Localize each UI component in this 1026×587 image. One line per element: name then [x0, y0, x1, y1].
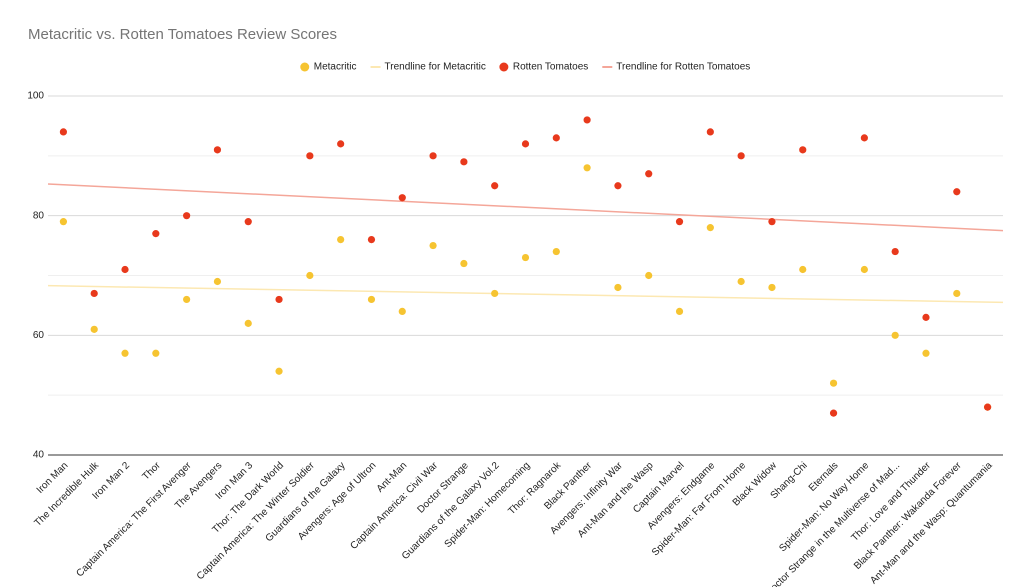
- data-point: [706, 224, 714, 232]
- data-point: [59, 218, 68, 226]
- data-point: [768, 218, 776, 226]
- data-point: [429, 152, 437, 160]
- data-point: [367, 236, 376, 244]
- legend-label: Trendline for Rotten Tomatoes: [616, 62, 750, 73]
- chart-title: Metacritic vs. Rotten Tomatoes Review Sc…: [28, 26, 337, 43]
- data-point: [121, 265, 129, 274]
- data-point: [768, 283, 776, 292]
- data-point: [183, 212, 191, 220]
- data-point: [460, 158, 468, 166]
- y-tick-label: 40: [33, 450, 45, 461]
- data-point: [829, 379, 838, 387]
- data-point: [552, 134, 560, 142]
- data-point: [491, 182, 499, 190]
- data-point: [521, 253, 530, 262]
- data-point: [306, 271, 314, 280]
- data-point: [675, 307, 684, 315]
- data-point: [213, 277, 222, 286]
- y-tick-label: 80: [33, 210, 45, 221]
- data-point: [891, 247, 899, 256]
- legend-label: Rotten Tomatoes: [513, 62, 588, 73]
- legend-label: Trendline for Metacritic: [385, 62, 486, 73]
- data-point: [367, 295, 376, 304]
- data-point: [244, 218, 252, 226]
- data-point: [583, 164, 591, 172]
- data-point: [953, 188, 961, 196]
- data-point: [922, 313, 930, 321]
- data-point: [737, 277, 745, 286]
- data-point: [429, 241, 437, 250]
- legend-label: Metacritic: [314, 62, 357, 73]
- data-point: [491, 289, 499, 298]
- data-point: [183, 295, 191, 304]
- trendline: [47, 284, 1004, 304]
- data-point: [521, 140, 530, 148]
- data-point: [90, 325, 98, 333]
- data-point: [244, 319, 252, 327]
- y-tick-label: 60: [33, 330, 45, 341]
- data-point: [583, 116, 591, 124]
- data-point: [860, 265, 868, 274]
- data-point: [675, 218, 684, 226]
- data-point: [860, 134, 868, 142]
- data-point: [614, 182, 622, 190]
- data-point: [59, 128, 68, 136]
- data-point: [398, 194, 406, 202]
- y-tick-label: 100: [27, 91, 44, 102]
- data-point: [306, 152, 314, 160]
- data-point: [460, 259, 468, 268]
- data-point: [953, 289, 961, 298]
- data-point: [645, 271, 653, 280]
- data-point: [152, 349, 160, 357]
- data-point: [799, 146, 807, 154]
- trendline: [47, 183, 1004, 232]
- data-point: [213, 146, 222, 154]
- legend: Metacritic Trendline for Metacritic Rotten…: [300, 62, 750, 73]
- legend-marker: [499, 62, 509, 72]
- data-point: [121, 349, 129, 357]
- data-point: [922, 349, 930, 357]
- data-point: [398, 307, 406, 315]
- data-point: [737, 152, 745, 160]
- data-point: [983, 403, 992, 411]
- data-point: [152, 230, 160, 238]
- data-point: [552, 247, 560, 256]
- data-point: [645, 170, 653, 178]
- data-point: [337, 140, 345, 148]
- data-point: [90, 289, 98, 298]
- legend-marker: [300, 62, 310, 72]
- data-point: [706, 128, 714, 136]
- data-point: [275, 295, 283, 304]
- data-point: [614, 283, 622, 292]
- data-point: [799, 265, 807, 274]
- data-point: [275, 367, 283, 375]
- data-point: [337, 236, 345, 244]
- data-point: [829, 409, 838, 417]
- data-point: [891, 331, 899, 339]
